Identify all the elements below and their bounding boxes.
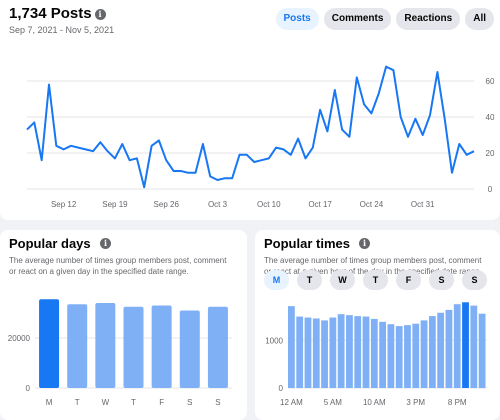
x-tick-label: 3 PM [406, 398, 425, 407]
hour-bar [462, 302, 469, 388]
hour-bar [379, 321, 386, 388]
x-tick-label: 12 AM [280, 398, 303, 407]
hour-bar [329, 317, 337, 388]
tab-all[interactable]: All [465, 8, 494, 30]
day-button-2[interactable]: W [330, 270, 355, 290]
hour-bar [395, 326, 403, 388]
day-bar [179, 310, 200, 388]
x-tick-label: Oct 3 [208, 200, 228, 209]
info-icon[interactable]: i [100, 238, 111, 249]
hour-bar [437, 312, 445, 388]
day-button-1[interactable]: T [297, 270, 322, 290]
x-tick-label: Sep 19 [102, 200, 128, 209]
day-button-5[interactable]: S [429, 270, 454, 290]
day-bar [95, 303, 116, 388]
popular-times-title: Popular times [264, 236, 350, 251]
hour-bar [420, 320, 428, 388]
hour-bar [478, 313, 486, 388]
date-range: Sep 7, 2021 - Nov 5, 2021 [9, 25, 115, 35]
y-tick-label: 40 [486, 113, 495, 122]
hour-bar [321, 320, 328, 388]
hour-bar [453, 304, 461, 388]
hour-bar [362, 316, 370, 388]
day-bar [67, 304, 88, 388]
y-tick-label: 20 [486, 149, 495, 158]
popular-days-title: Popular days [9, 236, 91, 251]
y-tick-label: 0 [26, 384, 31, 393]
hour-bar [370, 318, 378, 388]
x-tick-label: 5 AM [324, 398, 343, 407]
hour-bar [346, 315, 353, 388]
hour-bar [404, 325, 411, 388]
x-tick-label: Oct 17 [308, 200, 332, 209]
hour-bar [428, 316, 436, 388]
x-tick-label: F [159, 398, 164, 407]
hour-bar [470, 305, 478, 388]
x-tick-label: S [215, 398, 220, 407]
hour-bar [412, 323, 420, 388]
tab-reactions[interactable]: Reactions [396, 8, 461, 30]
posts-title: 1,734 Posts i [9, 5, 106, 22]
metric-tabs: Posts Comments Reactions All [275, 8, 494, 30]
popular-days-description: The average number of times group member… [9, 256, 227, 276]
day-bar [151, 305, 172, 388]
y-tick-label: 1000 [265, 336, 283, 345]
posts-line-chart: 0 20 40 60 Sep 12 Sep 19 Sep 26 Oct 3 Oct 10 Oct … [26, 65, 495, 209]
day-button-6[interactable]: S [462, 270, 487, 290]
x-tick-label: W [102, 398, 110, 407]
popular-days-bar-chart: 0 20000 M T W T F S S [8, 299, 232, 407]
x-tick-label: 10 AM [363, 398, 386, 407]
day-button-3[interactable]: T [363, 270, 388, 290]
hour-bar [354, 316, 362, 388]
x-tick-label: S [187, 398, 192, 407]
day-bar [123, 306, 144, 388]
day-bar [39, 299, 60, 388]
day-button-4[interactable]: F [396, 270, 421, 290]
x-tick-label: Sep 12 [51, 200, 77, 209]
info-icon[interactable]: i [94, 9, 106, 20]
x-tick-label: Oct 24 [360, 200, 384, 209]
popular-times-card: Popular times i The average number of ti… [255, 230, 500, 420]
popular-days-card: Popular days i The average number of tim… [0, 230, 247, 420]
x-tick-label: Oct 10 [257, 200, 281, 209]
y-tick-label: 20000 [8, 334, 31, 343]
hour-bar [304, 317, 312, 388]
x-tick-label: T [131, 398, 136, 407]
x-tick-label: T [75, 398, 80, 407]
posts-panel: 1,734 Posts i Sep 7, 2021 - Nov 5, 2021 P… [0, 0, 500, 220]
popular-times-bar-chart: 0 1000 12 AM 5 AM 10 AM 3 PM 8 PM [265, 302, 487, 407]
posts-series-line [26, 65, 475, 189]
hour-bar [288, 306, 295, 388]
y-tick-label: 60 [486, 77, 495, 86]
y-tick-label: 0 [279, 384, 284, 393]
x-tick-label: M [46, 398, 53, 407]
y-tick-label: 0 [488, 185, 493, 194]
hour-bar [387, 324, 395, 388]
day-bar [207, 306, 228, 388]
hour-bar [296, 316, 304, 388]
tab-posts[interactable]: Posts [275, 8, 319, 30]
hour-bar [337, 314, 345, 388]
hour-bar [312, 318, 320, 388]
info-icon[interactable]: i [359, 238, 370, 249]
x-tick-label: 8 PM [448, 398, 467, 407]
x-tick-label: Oct 31 [411, 200, 435, 209]
x-tick-label: Sep 26 [154, 200, 180, 209]
day-button-0[interactable]: M [264, 270, 289, 290]
tab-comments[interactable]: Comments [323, 8, 392, 30]
hour-bar [445, 309, 453, 388]
